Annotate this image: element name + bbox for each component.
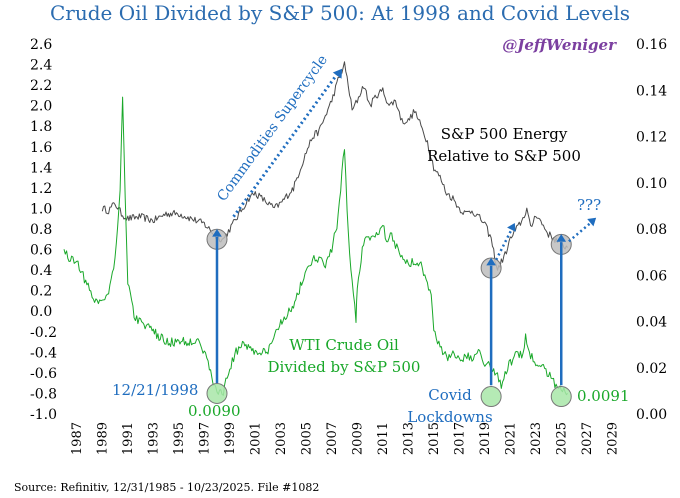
right-axis-ticks: 0.16 0.14 0.12 0.10 0.08 0.06 0.04 0.02 0.00 — [636, 37, 667, 423]
left-tick-label: 0.8 — [30, 222, 52, 238]
energy-label-line1: S&P 500 Energy — [441, 125, 568, 143]
x-tick-label: 1993 — [146, 422, 161, 455]
left-tick-label: -0.8 — [30, 386, 57, 402]
right-tick-label: 0.12 — [636, 130, 667, 146]
right-tick-label: 0.08 — [636, 222, 667, 238]
supercycle-arrowhead — [332, 68, 343, 79]
x-tick-label: 1999 — [223, 422, 238, 455]
left-tick-label: 1.2 — [30, 181, 52, 197]
arrowhead-2025 — [556, 234, 567, 242]
wti-label-line1: WTI Crude Oil — [289, 336, 399, 354]
x-tick-label: 2013 — [401, 422, 416, 455]
circle-green-2020 — [480, 386, 502, 408]
right-tick-label: 0.14 — [636, 83, 667, 99]
left-tick-label: 0.6 — [30, 243, 52, 259]
x-tick-label: 2003 — [274, 422, 289, 455]
dotted-arrowhead-2020 — [507, 222, 516, 232]
x-tick-label: 1989 — [95, 422, 110, 455]
covid-label-line2: Lockdowns — [407, 408, 492, 426]
left-tick-label: 1.4 — [30, 160, 52, 176]
dotted-arrow-2020 — [495, 226, 514, 261]
left-tick-label: 1.6 — [30, 140, 52, 156]
x-tick-label: 2009 — [350, 422, 365, 455]
left-tick-label: 2.4 — [30, 58, 52, 74]
left-tick-label: -0.2 — [30, 325, 57, 341]
circle-green-2025 — [550, 386, 572, 408]
x-tick-label: 2025 — [554, 422, 569, 455]
value-2025-label: 0.0091 — [577, 387, 630, 405]
left-tick-label: -0.4 — [30, 345, 57, 361]
x-tick-label: 2019 — [478, 422, 493, 455]
question-label: ??? — [577, 196, 601, 214]
right-tick-label: 0.16 — [636, 37, 667, 53]
circle-green-1998 — [206, 382, 228, 404]
wti-ratio-line — [63, 96, 568, 396]
x-tick-label: 1995 — [172, 422, 187, 455]
left-tick-label: 0.2 — [30, 284, 52, 300]
x-tick-label: 1987 — [70, 422, 85, 455]
left-axis-ticks: 2.6 2.4 2.2 2.0 1.8 1.6 1.4 1.2 1.0 0.8 0.6 0.4 0.2 0… — [30, 37, 57, 423]
x-tick-label: 2023 — [529, 422, 544, 455]
x-tick-label: 2021 — [503, 422, 518, 455]
left-tick-label: 0.4 — [30, 263, 52, 279]
left-tick-label: -0.6 — [30, 366, 57, 382]
energy-label-line2: Relative to S&P 500 — [427, 147, 581, 165]
left-tick-label: -1.0 — [30, 407, 57, 423]
right-tick-label: 0.06 — [636, 268, 667, 284]
x-axis-ticks: 1987 1989 1991 1993 1995 1997 1999 2001 2003 2005… — [70, 422, 621, 455]
x-tick-label: 2027 — [580, 422, 595, 455]
left-tick-label: 2.6 — [30, 37, 52, 53]
x-tick-label: 2005 — [299, 422, 314, 455]
handle-label: @JeffWeniger — [502, 36, 617, 54]
right-tick-label: 0.10 — [636, 176, 667, 192]
x-tick-label: 2011 — [376, 422, 391, 455]
x-tick-label: 1991 — [121, 422, 136, 455]
series-lines — [63, 61, 568, 396]
dotted-arrowhead-2025 — [587, 217, 597, 227]
left-tick-label: 0.0 — [30, 304, 52, 320]
right-tick-label: 0.00 — [636, 407, 667, 423]
chart-title: Crude Oil Divided by S&P 500: At 1998 an… — [50, 1, 630, 25]
x-tick-label: 2017 — [452, 422, 467, 455]
left-tick-label: 2.2 — [30, 78, 52, 94]
value-1998-label: 0.0090 — [188, 402, 241, 420]
x-tick-label: 2029 — [605, 422, 620, 455]
left-tick-label: 1.8 — [30, 119, 52, 135]
left-tick-label: 2.0 — [30, 99, 52, 115]
date-1998-label: 12/21/1998 — [112, 381, 198, 399]
left-tick-label: 1.0 — [30, 201, 52, 217]
covid-label-line1: Covid — [428, 386, 472, 404]
source-note: Source: Refinitiv, 12/31/1985 - 10/23/20… — [14, 481, 319, 494]
wti-label-line2: Divided by S&P 500 — [268, 358, 421, 376]
dotted-arrow-2025 — [568, 219, 594, 243]
x-tick-label: 2007 — [325, 422, 340, 455]
x-tick-label: 2015 — [427, 422, 442, 455]
arrowhead-1998 — [212, 229, 222, 237]
x-tick-label: 2001 — [248, 422, 263, 455]
x-tick-label: 1997 — [197, 422, 212, 455]
right-tick-label: 0.04 — [636, 315, 667, 331]
supercycle-label: Commodities Supercycle — [214, 52, 331, 204]
energy-relative-line — [101, 61, 568, 271]
arrowhead-2020 — [486, 257, 496, 266]
right-tick-label: 0.02 — [636, 361, 667, 377]
